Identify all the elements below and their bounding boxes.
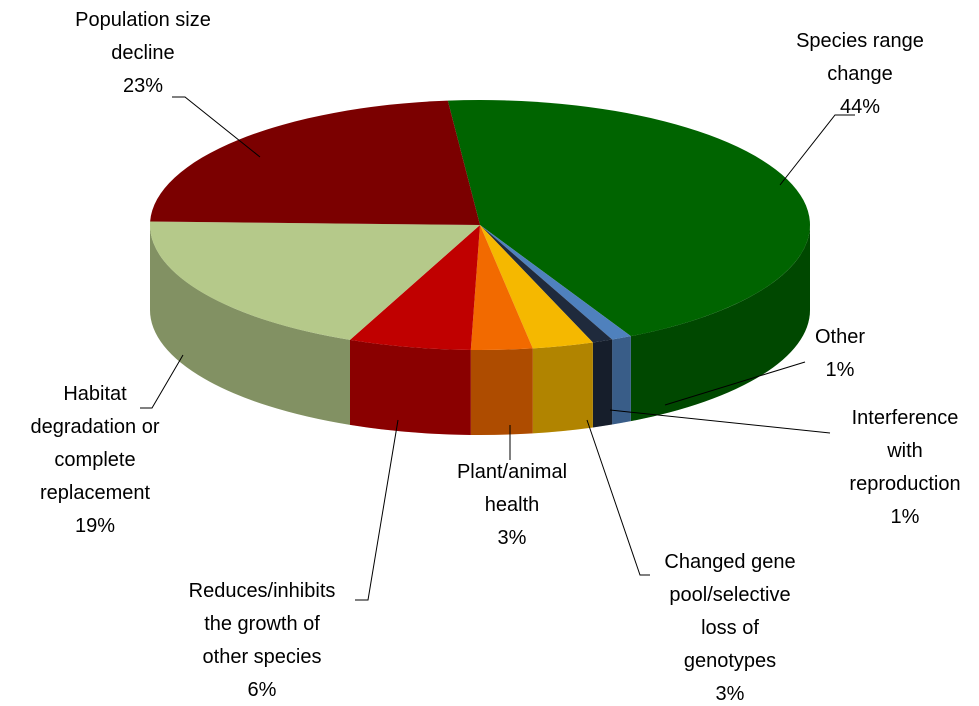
slice <box>470 225 533 350</box>
slice-side <box>470 348 533 435</box>
slice <box>480 225 613 343</box>
slice-side <box>612 336 631 425</box>
slice-value-label: 6% <box>248 679 277 701</box>
slice <box>447 100 811 337</box>
slice <box>150 221 480 340</box>
slice-label: Population size decline <box>75 9 211 64</box>
slice-value-label: 1% <box>891 506 920 528</box>
labels: Species range change 44% Other 1% Interferenc… <box>31 9 961 705</box>
slice <box>480 225 631 340</box>
slice-side-shade <box>150 225 350 425</box>
slice-value-label: 3% <box>716 683 745 705</box>
leader-line <box>664 361 806 406</box>
pie-sides <box>150 225 810 435</box>
slice-label: Reduces/inhibits the growth of other speci… <box>189 580 336 668</box>
slice-side <box>532 342 593 434</box>
slice <box>150 100 480 225</box>
slice-side <box>349 339 471 435</box>
slice-side-shade <box>470 348 533 435</box>
slice-side-shade <box>612 336 631 425</box>
slice-value-label: 23% <box>123 75 163 97</box>
slice-value-label: 19% <box>75 515 115 537</box>
slice-value-label: 44% <box>840 96 880 118</box>
leader-line <box>172 96 261 158</box>
slice <box>480 225 593 349</box>
pie-tops <box>150 100 811 350</box>
slice-side <box>150 225 350 425</box>
slice-side-shade <box>349 339 471 435</box>
slice-label: Changed gene pool/selective loss of genotyp… <box>664 551 795 672</box>
slice-label: Other <box>815 326 865 348</box>
leader-line <box>779 114 855 186</box>
slice-side-shade <box>592 339 613 428</box>
leader-line <box>586 419 650 576</box>
slice <box>349 225 480 350</box>
slice-label: Plant/animal health <box>457 461 567 516</box>
leader-line <box>355 419 399 601</box>
slice-label: Species range change <box>796 30 924 85</box>
slice-side <box>630 225 810 422</box>
slice-side-shade <box>630 225 810 422</box>
leader-line <box>609 409 831 434</box>
slice-label: Interference with reproduction <box>849 407 960 495</box>
slice-value-label: 3% <box>498 527 527 549</box>
slice-side-shade <box>532 342 593 434</box>
leader-line <box>140 354 184 409</box>
slice-value-label: 1% <box>826 359 855 381</box>
slice-side <box>592 339 613 428</box>
slice-label: Habitat degradation or complete replacement <box>31 383 160 504</box>
